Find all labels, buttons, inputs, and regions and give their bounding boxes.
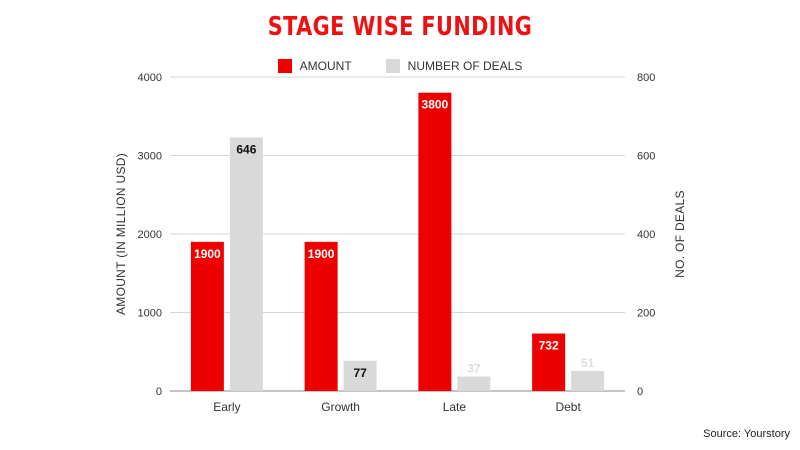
- bar-number-of-deals: [457, 376, 491, 391]
- y-tick-label: 1000: [138, 308, 162, 320]
- y2-tick-label: 400: [637, 229, 655, 241]
- legend-item-amount: AMOUNT: [277, 59, 352, 73]
- y-axis-title: AMOUNT (IN MILLION USD): [114, 153, 128, 315]
- y2-tick-label: 0: [637, 386, 643, 398]
- x-tick-label: Early: [213, 400, 240, 414]
- legend: AMOUNT NUMBER OF DEALS: [0, 59, 800, 73]
- x-tick-label: Debt: [555, 400, 581, 414]
- bar-amount: [532, 333, 566, 391]
- y-tick-label: 4000: [138, 72, 162, 84]
- x-tick-label: Late: [443, 400, 467, 414]
- legend-label-amount: AMOUNT: [299, 59, 352, 73]
- legend-swatch-deals: [385, 59, 400, 73]
- x-tick-label: Growth: [321, 400, 360, 414]
- bar-number-of-deals: [343, 360, 377, 391]
- legend-item-deals: NUMBER OF DEALS: [385, 59, 523, 73]
- legend-label-deals: NUMBER OF DEALS: [407, 59, 523, 73]
- bar-value-label: 77: [353, 366, 367, 380]
- bar-amount: [304, 241, 338, 391]
- bar-amount: [190, 241, 224, 391]
- y2-tick-label: 200: [637, 308, 655, 320]
- bar-value-label: 732: [539, 339, 559, 353]
- bar-value-label: 51: [581, 356, 595, 370]
- chart-title: STAGE WISE FUNDING: [267, 12, 533, 42]
- y-tick-label: 2000: [138, 229, 162, 241]
- y2-tick-label: 600: [637, 151, 655, 163]
- y2-axis-title: NO. OF DEALS: [673, 190, 687, 278]
- bar-value-label: 37: [467, 361, 481, 375]
- source-note: Source: Yourstory: [703, 428, 790, 440]
- bar-number-of-deals: [229, 137, 263, 391]
- bar-number-of-deals: [571, 370, 605, 391]
- bar-value-label: 1900: [194, 247, 221, 261]
- y-tick-label: 3000: [138, 151, 162, 163]
- bar-value-label: 646: [236, 142, 256, 156]
- bar-amount: [418, 92, 452, 391]
- legend-swatch-amount: [277, 59, 292, 73]
- bar-value-label: 3800: [422, 98, 449, 112]
- bar-value-label: 1900: [308, 247, 335, 261]
- y-tick-label: 0: [156, 386, 162, 398]
- y2-tick-label: 800: [637, 72, 655, 84]
